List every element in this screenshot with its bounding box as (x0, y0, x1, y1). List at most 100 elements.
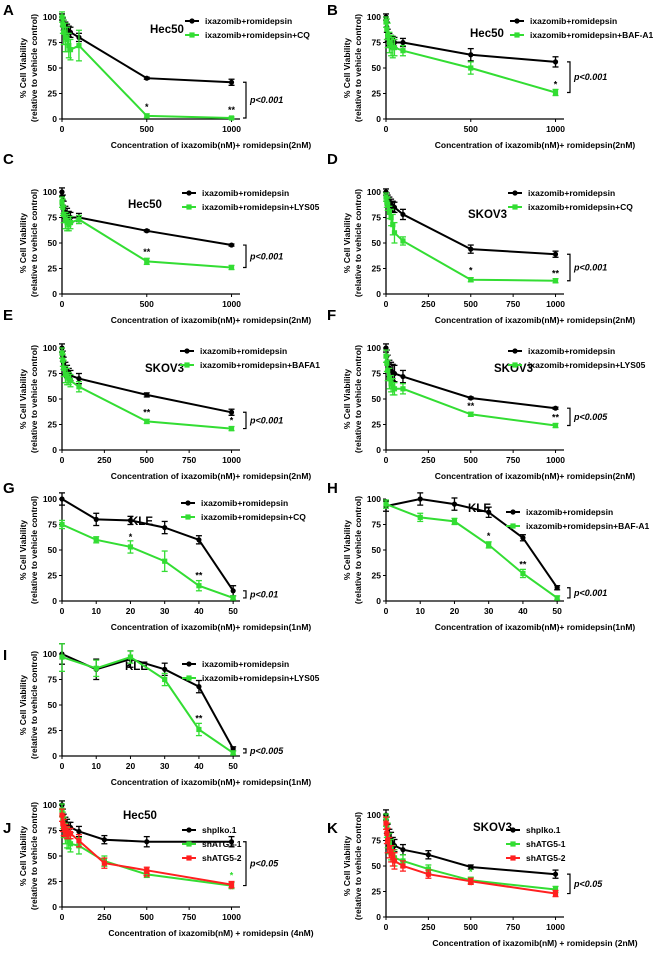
significance-star: ** (143, 407, 151, 417)
y-tick-label: 75 (48, 369, 58, 379)
y-axis-label: (relative to vehicle control) (29, 802, 39, 910)
y-tick-label: 25 (372, 420, 382, 430)
y-tick-label: 0 (52, 596, 57, 606)
series-ixazomib+romidepsin+CQ (59, 11, 235, 121)
y-tick-label: 50 (372, 545, 382, 555)
y-tick-label: 50 (372, 238, 382, 248)
data-point (228, 881, 235, 888)
legend-marker (514, 32, 520, 38)
data-point (228, 409, 235, 415)
y-axis-label: (relative to vehicle control) (29, 189, 39, 297)
data-point (228, 79, 235, 85)
x-tick-label: 0 (60, 455, 65, 465)
y-tick-label: 75 (372, 369, 382, 379)
y-axis-label: % Cell Viability (18, 369, 28, 430)
data-point (384, 26, 390, 32)
series-ixazomib+romidepsin+CQ (383, 192, 559, 284)
y-tick-label: 25 (48, 420, 58, 430)
y-tick-label: 100 (43, 649, 57, 659)
data-point (59, 350, 65, 356)
data-point (391, 858, 398, 864)
data-point (64, 36, 70, 43)
series-line (61, 498, 235, 592)
y-tick-label: 75 (48, 38, 58, 48)
y-axis-label: % Cell Viability (18, 38, 28, 99)
x-tick-label: 750 (506, 922, 520, 932)
data-point (400, 847, 406, 853)
data-point (67, 830, 74, 837)
x-tick-label: 250 (421, 299, 435, 309)
significance-star: * (230, 415, 234, 425)
data-point (384, 830, 390, 836)
p-value-label: p<0.001 (573, 72, 607, 82)
data-point (552, 405, 559, 411)
legend-marker (510, 827, 516, 833)
data-point (417, 496, 423, 502)
y-axis-label: % Cell Viability (342, 213, 352, 274)
data-point (400, 386, 406, 392)
panel-letter: J (3, 820, 11, 837)
p-value-label: p<0.05 (249, 859, 279, 869)
p-value-label: p<0.01 (249, 589, 278, 599)
x-axis-label: Concentration of ixazomib(nM)+ romidepsi… (111, 315, 312, 325)
data-point (468, 395, 474, 401)
y-tick-label: 0 (52, 289, 57, 299)
panel-letter: E (3, 307, 13, 324)
data-point (144, 418, 150, 425)
y-tick-label: 25 (48, 89, 58, 99)
x-tick-label: 500 (140, 455, 154, 465)
data-point (425, 871, 431, 877)
y-tick-label: 0 (52, 751, 57, 761)
x-axis-label: Concentration of ixazomib(nM) + romideps… (432, 938, 637, 948)
data-point (162, 666, 168, 672)
data-point (552, 422, 559, 429)
data-point (162, 676, 168, 683)
data-point (468, 864, 474, 870)
legend-label: ixazomib+romidepsin+LYS05 (202, 673, 320, 683)
y-axis-label: (relative to vehicle control) (29, 496, 39, 604)
data-point (468, 246, 474, 252)
data-point (384, 360, 390, 366)
data-point (554, 585, 560, 591)
data-point (390, 855, 396, 861)
series-line (61, 656, 234, 754)
data-point (76, 42, 82, 49)
data-point (400, 211, 406, 218)
data-point (230, 750, 236, 756)
x-tick-label: 500 (464, 455, 478, 465)
legend-marker (186, 190, 192, 196)
legend-label: shATG5-1 (526, 839, 566, 849)
data-point (400, 39, 406, 46)
x-tick-label: 250 (421, 922, 435, 932)
data-point (59, 496, 65, 502)
p-value-bracket (243, 841, 247, 887)
series-shATG5-2 (383, 816, 559, 898)
data-point (162, 558, 168, 564)
data-point (67, 220, 74, 226)
x-tick-label: 750 (506, 455, 520, 465)
y-tick-label: 100 (43, 187, 57, 197)
data-point (67, 47, 74, 53)
x-tick-label: 250 (421, 455, 435, 465)
y-axis-label: (relative to vehicle control) (353, 812, 363, 920)
legend-marker (514, 18, 520, 24)
x-tick-label: 50 (228, 761, 238, 771)
legend-label: shATG5-2 (526, 853, 566, 863)
x-tick-label: 10 (91, 761, 101, 771)
y-tick-label: 75 (372, 520, 382, 530)
legend-marker (189, 18, 195, 24)
data-point (425, 852, 431, 858)
series-line (61, 523, 234, 599)
significance-star: * (469, 880, 473, 890)
y-tick-label: 100 (367, 810, 381, 820)
data-point (76, 216, 82, 223)
data-point (61, 365, 67, 371)
data-point (76, 376, 82, 382)
data-point (228, 425, 235, 432)
y-tick-label: 0 (52, 902, 57, 912)
legend-marker (510, 523, 516, 529)
data-point (388, 214, 394, 221)
